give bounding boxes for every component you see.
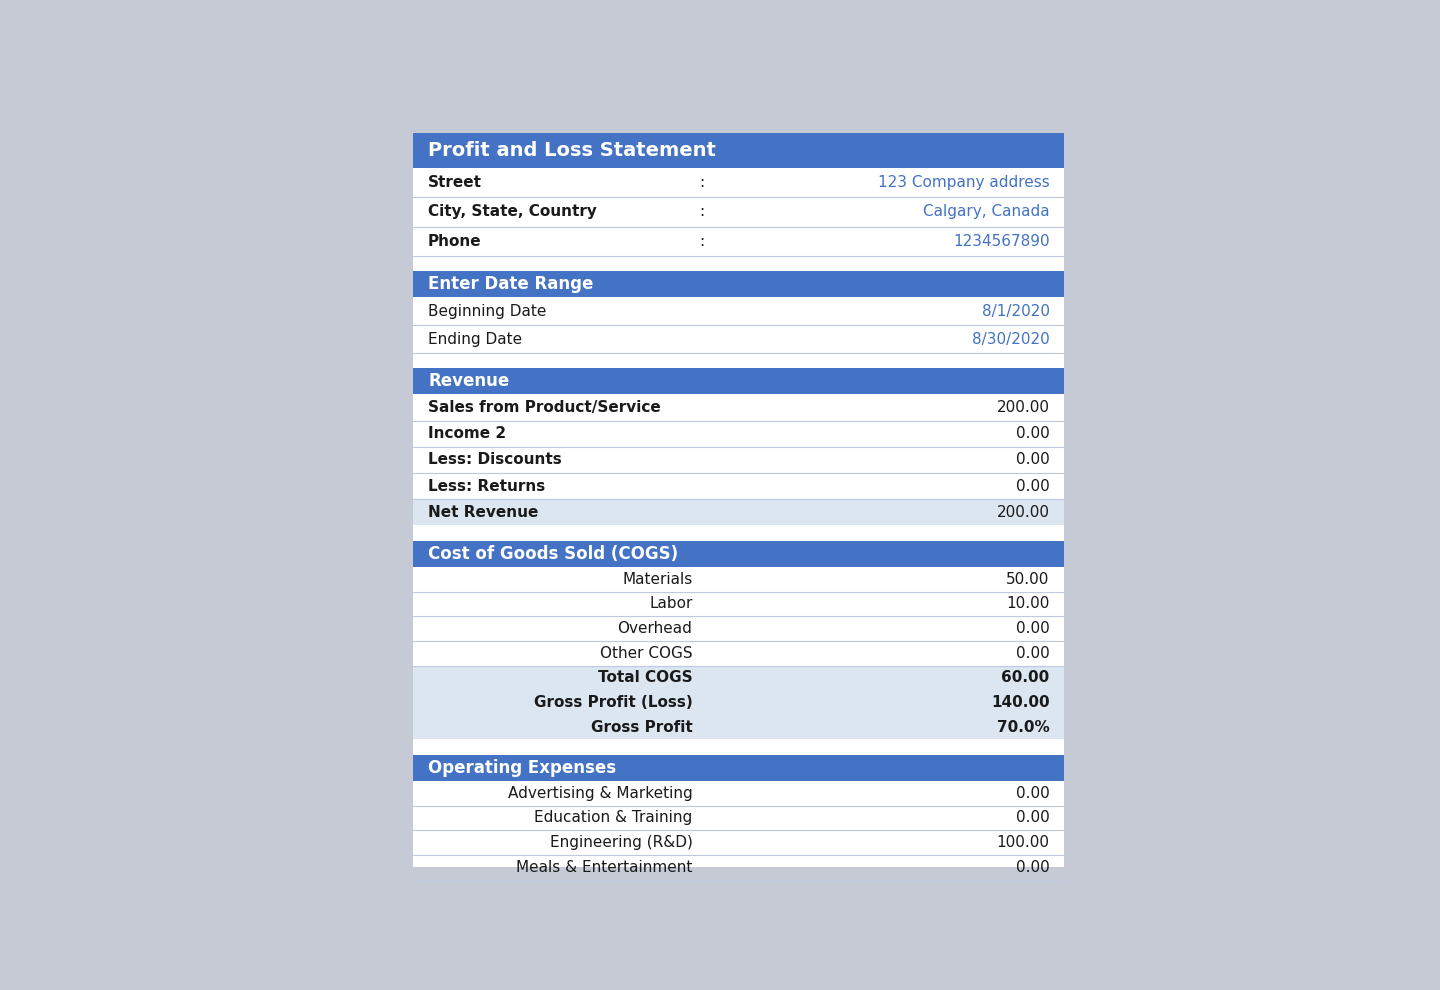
Text: Gross Profit (Loss): Gross Profit (Loss)	[534, 695, 693, 710]
Text: Meals & Entertainment: Meals & Entertainment	[516, 859, 693, 875]
Text: 0.00: 0.00	[1015, 478, 1050, 494]
Bar	[412, 499, 1064, 526]
Text: 200.00: 200.00	[996, 400, 1050, 415]
Text: Operating Expenses: Operating Expenses	[428, 759, 616, 777]
Text: 0.00: 0.00	[1015, 427, 1050, 442]
Text: 1234567890: 1234567890	[953, 234, 1050, 248]
Text: Revenue: Revenue	[428, 372, 510, 390]
Text: 0.00: 0.00	[1015, 859, 1050, 875]
Text: Street: Street	[428, 175, 482, 190]
Text: Less: Discounts: Less: Discounts	[428, 452, 562, 467]
Bar	[412, 690, 1064, 715]
Text: Materials: Materials	[622, 572, 693, 587]
Text: 8/1/2020: 8/1/2020	[982, 304, 1050, 319]
Text: Beginning Date: Beginning Date	[428, 304, 546, 319]
Bar	[412, 541, 1064, 567]
Text: Ending Date: Ending Date	[428, 332, 523, 346]
Text: Phone: Phone	[428, 234, 481, 248]
Text: 0.00: 0.00	[1015, 811, 1050, 826]
Text: 8/30/2020: 8/30/2020	[972, 332, 1050, 346]
Text: Net Revenue: Net Revenue	[428, 505, 539, 520]
Text: Sales from Product/Service: Sales from Product/Service	[428, 400, 661, 415]
Text: 0.00: 0.00	[1015, 786, 1050, 801]
Text: Other COGS: Other COGS	[600, 645, 693, 660]
Text: 60.00: 60.00	[1001, 670, 1050, 685]
Text: City, State, Country: City, State, Country	[428, 205, 596, 220]
Text: 0.00: 0.00	[1015, 621, 1050, 636]
Text: Enter Date Range: Enter Date Range	[428, 275, 593, 293]
Text: :: :	[698, 234, 704, 248]
Bar	[412, 665, 1064, 690]
Bar	[412, 715, 1064, 740]
Text: Education & Training: Education & Training	[534, 811, 693, 826]
Text: Less: Returns: Less: Returns	[428, 478, 546, 494]
Text: :: :	[698, 205, 704, 220]
Text: Advertising & Marketing: Advertising & Marketing	[508, 786, 693, 801]
Text: 0.00: 0.00	[1015, 645, 1050, 660]
Text: Overhead: Overhead	[618, 621, 693, 636]
Text: 70.0%: 70.0%	[996, 720, 1050, 735]
Text: Cost of Goods Sold (COGS): Cost of Goods Sold (COGS)	[428, 544, 678, 563]
Text: 140.00: 140.00	[991, 695, 1050, 710]
Bar	[412, 271, 1064, 297]
Text: 100.00: 100.00	[996, 836, 1050, 850]
Text: Engineering (R&D): Engineering (R&D)	[550, 836, 693, 850]
Text: Total COGS: Total COGS	[598, 670, 693, 685]
Bar	[412, 754, 1064, 781]
Text: Gross Profit: Gross Profit	[590, 720, 693, 735]
Text: 123 Company address: 123 Company address	[878, 175, 1050, 190]
Text: 0.00: 0.00	[1015, 452, 1050, 467]
Text: 10.00: 10.00	[1007, 596, 1050, 612]
Text: :: :	[698, 175, 704, 190]
Text: Income 2: Income 2	[428, 427, 505, 442]
Text: Profit and Loss Statement: Profit and Loss Statement	[428, 141, 716, 159]
Text: 50.00: 50.00	[1007, 572, 1050, 587]
Text: 200.00: 200.00	[996, 505, 1050, 520]
Text: Calgary, Canada: Calgary, Canada	[923, 205, 1050, 220]
Bar	[412, 133, 1064, 867]
Bar	[412, 133, 1064, 168]
Text: Labor: Labor	[649, 596, 693, 612]
Bar	[412, 368, 1064, 394]
